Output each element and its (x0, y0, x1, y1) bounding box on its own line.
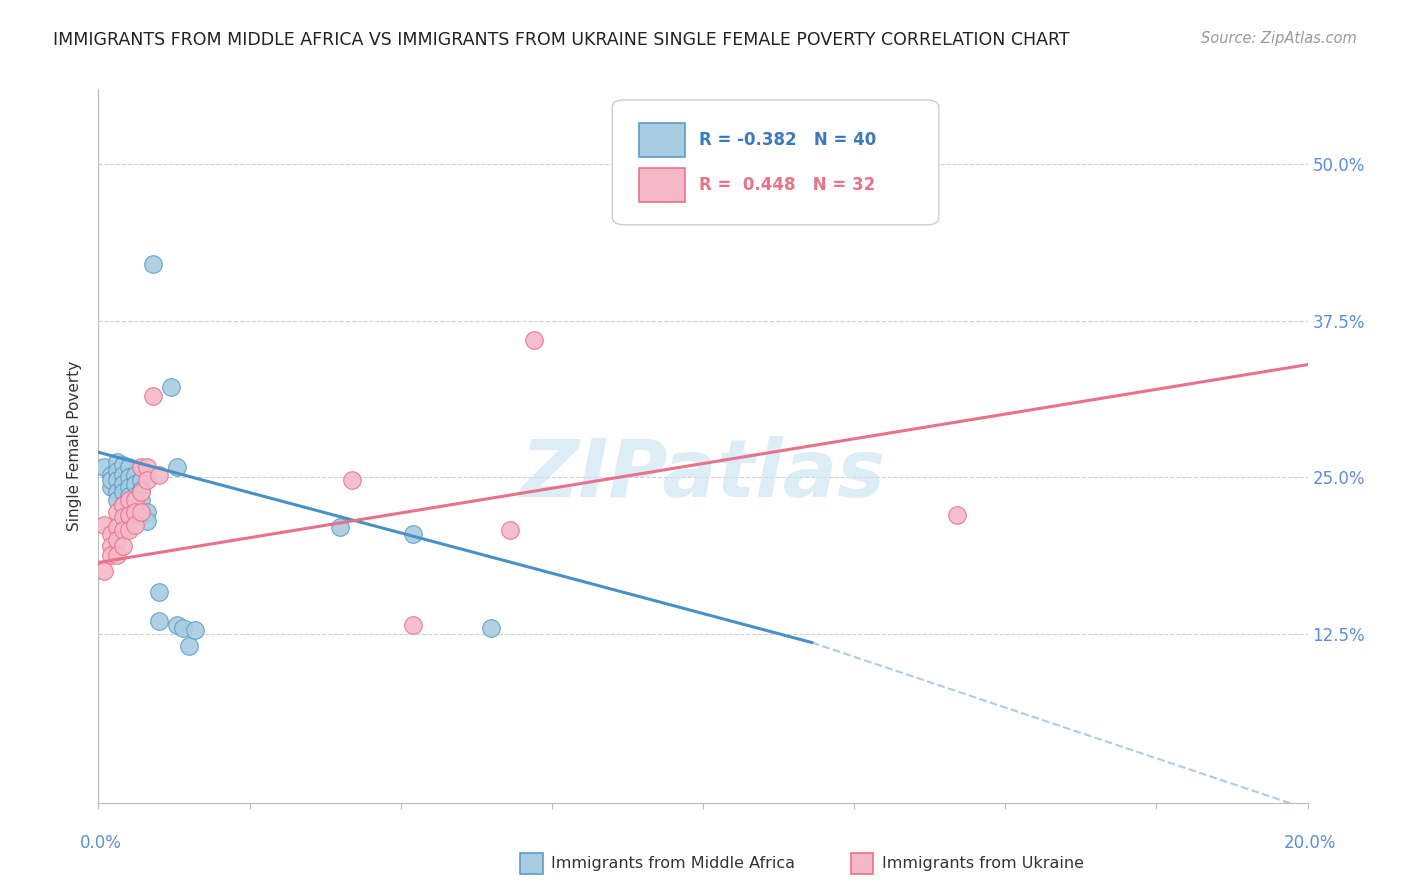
Point (100, 539, 122, 553)
Point (129, 505, 152, 519)
Point (498, 523, 520, 537)
Point (111, 510, 134, 524)
Point (124, 467, 146, 482)
Text: 0.0%: 0.0% (80, 834, 122, 852)
Text: Immigrants from Ukraine: Immigrants from Ukraine (882, 856, 1084, 871)
FancyBboxPatch shape (638, 168, 685, 202)
Point (100, 548, 122, 562)
Point (135, 460, 157, 475)
Text: ZIPatlas: ZIPatlas (520, 435, 886, 514)
Point (124, 489, 146, 503)
Point (129, 485, 152, 500)
Point (402, 618, 425, 632)
Point (166, 618, 188, 632)
Point (523, 333, 546, 347)
Point (148, 614, 170, 628)
FancyBboxPatch shape (613, 100, 939, 225)
Point (105, 520, 128, 534)
Point (129, 460, 152, 475)
Point (135, 473, 157, 487)
Point (481, 621, 503, 635)
Point (124, 492, 146, 507)
Point (118, 460, 141, 475)
Point (118, 489, 141, 503)
Point (111, 498, 134, 512)
Point (124, 476, 146, 491)
Point (105, 533, 128, 547)
Point (402, 526, 425, 541)
Point (129, 483, 152, 497)
Point (342, 473, 364, 487)
Point (118, 480, 141, 494)
Point (105, 548, 128, 562)
Point (129, 492, 152, 507)
Point (148, 585, 170, 599)
Point (100, 473, 122, 487)
Text: 20.0%: 20.0% (1284, 834, 1337, 852)
Text: IMMIGRANTS FROM MIDDLE AFRICA VS IMMIGRANTS FROM UKRAINE SINGLE FEMALE POVERTY C: IMMIGRANTS FROM MIDDLE AFRICA VS IMMIGRA… (53, 31, 1070, 49)
Point (111, 523, 134, 537)
Point (129, 508, 152, 522)
Point (111, 467, 134, 482)
Point (105, 492, 128, 507)
Point (111, 485, 134, 500)
Point (135, 514, 157, 528)
Point (105, 485, 128, 500)
Point (105, 505, 128, 519)
Point (124, 517, 146, 532)
Point (166, 460, 188, 475)
Point (135, 505, 157, 519)
Point (946, 508, 969, 522)
Point (184, 623, 207, 637)
Point (105, 473, 128, 487)
Point (118, 508, 141, 522)
Point (105, 455, 128, 469)
Point (100, 480, 122, 494)
Point (329, 520, 352, 534)
Point (105, 464, 128, 478)
Point (179, 640, 201, 654)
Text: Immigrants from Middle Africa: Immigrants from Middle Africa (551, 856, 796, 871)
Point (118, 470, 141, 484)
Y-axis label: Single Female Poverty: Single Female Poverty (67, 361, 83, 531)
Text: R = -0.382   N = 40: R = -0.382 N = 40 (699, 131, 876, 149)
Point (148, 467, 170, 482)
Point (124, 505, 146, 519)
Point (111, 539, 134, 553)
Point (118, 523, 141, 537)
Point (142, 257, 165, 271)
Text: R =  0.448   N = 32: R = 0.448 N = 32 (699, 176, 876, 194)
Point (160, 380, 183, 394)
Point (111, 476, 134, 491)
Point (172, 621, 194, 635)
Point (118, 492, 141, 507)
Point (93, 460, 115, 475)
Point (100, 467, 122, 482)
Point (124, 501, 146, 516)
FancyBboxPatch shape (638, 123, 685, 157)
Point (142, 389, 165, 403)
Text: Source: ZipAtlas.com: Source: ZipAtlas.com (1201, 31, 1357, 46)
Point (704, 163, 727, 178)
Point (93, 517, 115, 532)
Point (111, 498, 134, 512)
Point (129, 473, 152, 487)
Point (111, 458, 134, 472)
Point (100, 526, 122, 541)
Point (93, 564, 115, 578)
